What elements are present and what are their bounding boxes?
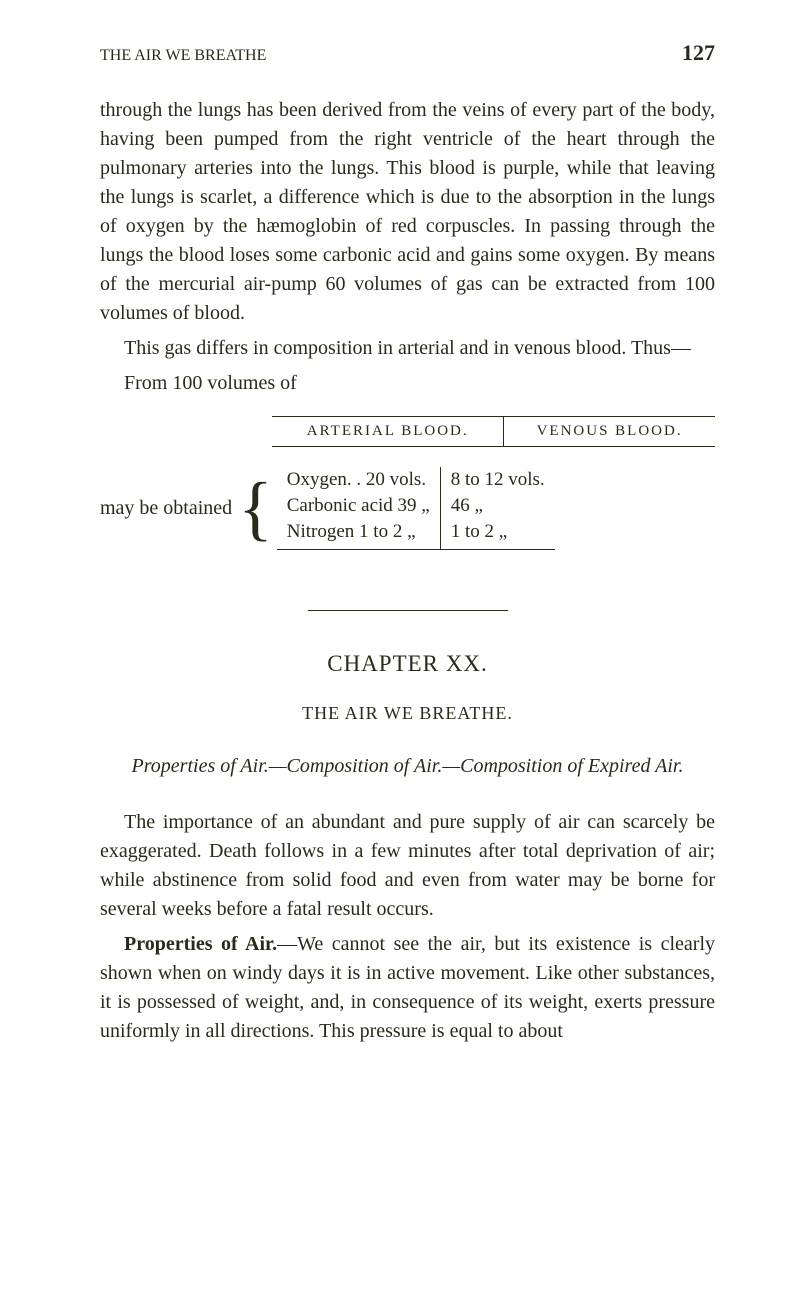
cell-venous-0: 8 to 12 vols.	[440, 467, 554, 493]
table-row: Carbonic acid 39 „ 46 „	[277, 493, 555, 519]
separator-line	[308, 610, 508, 611]
blood-table: ARTERIAL BLOOD. VENOUS BLOOD.	[272, 416, 715, 447]
paragraph-2: This gas differs in composition in arter…	[100, 334, 715, 363]
obtain-label: may be obtained	[100, 497, 232, 520]
paragraph-1: through the lungs has been derived from …	[100, 96, 715, 328]
paragraph-5: Properties of Air.—We cannot see the air…	[100, 930, 715, 1046]
cell-arterial-0: Oxygen. . 20 vols.	[277, 467, 440, 493]
section-title: THE AIR WE BREATHE.	[100, 703, 715, 724]
table-header-arterial: ARTERIAL BLOOD.	[272, 417, 503, 447]
chapter-title: CHAPTER XX.	[100, 651, 715, 677]
cell-arterial-2: Nitrogen 1 to 2 „	[277, 519, 440, 550]
cell-venous-1: 46 „	[440, 493, 554, 519]
running-header: THE AIR WE BREATHE 127	[100, 40, 715, 66]
paragraph-3: From 100 volumes of	[100, 369, 715, 398]
paragraph-4: The importance of an abundant and pure s…	[100, 808, 715, 924]
brace-left: {	[238, 476, 273, 541]
italic-subhead: Properties of Air.—Composition of Air.—C…	[100, 752, 715, 780]
cell-venous-2: 1 to 2 „	[440, 519, 554, 550]
page-number: 127	[682, 40, 715, 66]
blood-table-wrap: ARTERIAL BLOOD. VENOUS BLOOD.	[100, 416, 715, 447]
running-title: THE AIR WE BREATHE	[100, 47, 266, 65]
obtain-row: may be obtained { Oxygen. . 20 vols. 8 t…	[100, 467, 715, 550]
properties-lead: Properties of Air.	[124, 933, 277, 955]
cell-arterial-1: Carbonic acid 39 „	[277, 493, 440, 519]
blood-table-body: Oxygen. . 20 vols. 8 to 12 vols. Carboni…	[277, 467, 555, 550]
table-row: Nitrogen 1 to 2 „ 1 to 2 „	[277, 519, 555, 550]
table-row: Oxygen. . 20 vols. 8 to 12 vols.	[277, 467, 555, 493]
table-header-venous: VENOUS BLOOD.	[504, 417, 715, 447]
